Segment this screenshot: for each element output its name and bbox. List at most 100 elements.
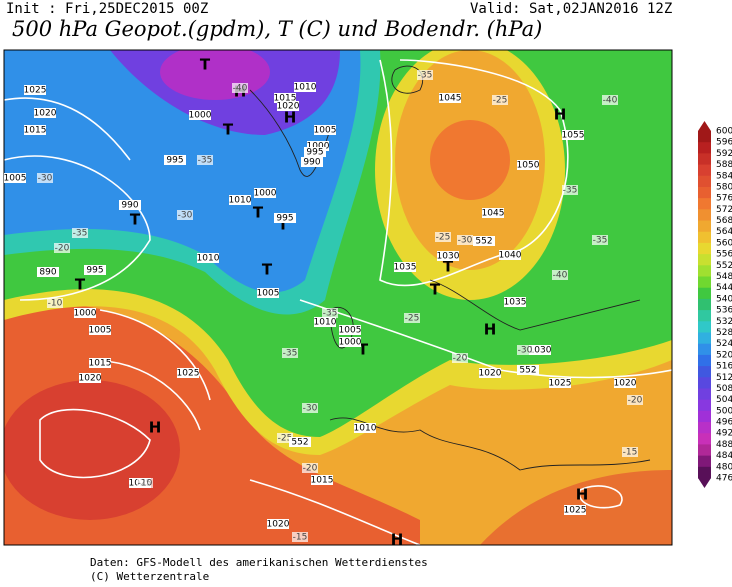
label-box: [322, 308, 338, 318]
scale-label: 476: [716, 474, 732, 484]
label-box: [119, 200, 141, 210]
temperature-label: -30: [518, 346, 533, 356]
pressure-center: T: [200, 56, 211, 74]
isobar-label: 1030: [437, 252, 460, 262]
label-box: [404, 313, 420, 323]
isobar-label: 1025: [24, 86, 47, 96]
label-box: [79, 373, 101, 383]
scale-label: 552: [716, 261, 732, 271]
label-box: [89, 325, 111, 335]
label-box: [549, 378, 571, 388]
pressure-center: T: [75, 276, 86, 294]
label-box: [302, 403, 318, 413]
map-labels: HHHHHHHTTTTTTTTTT10251020101510059908909…: [4, 56, 643, 549]
temperature-label: -15: [623, 448, 638, 458]
temperature-label: -40: [233, 84, 248, 94]
isobar-label: 1020: [277, 102, 300, 112]
init-time: Init : Fri,25DEC2015 00Z: [6, 1, 208, 17]
isobar-label: 1025: [177, 369, 200, 379]
label-box: [34, 108, 56, 118]
scale-label: 500: [716, 406, 732, 416]
isobar-label: 1030: [529, 346, 552, 356]
label-box: [37, 267, 59, 277]
scale-label: 528: [716, 328, 732, 338]
isobar-label: 995: [86, 266, 103, 276]
isobar-label: 995: [166, 156, 183, 166]
label-box: [311, 475, 333, 485]
isobar-label: 1020: [79, 374, 102, 384]
temperature-label: -30: [38, 174, 53, 184]
pressure-center: T: [443, 258, 454, 276]
color-band: [698, 298, 711, 311]
footer-copyright: (C) Wetterzentrale: [90, 570, 209, 583]
scale-label: 576: [716, 194, 732, 204]
isobar-label: 552: [519, 366, 536, 376]
label-box: [277, 101, 299, 111]
color-band: [698, 175, 711, 188]
scale-label: 480: [716, 462, 732, 472]
label-box: [257, 288, 279, 298]
valid-time: Valid: Sat,02JAN2016 12Z: [470, 1, 672, 17]
color-band: [698, 343, 711, 356]
isobar-label: 1005: [257, 289, 280, 299]
isobar-label: 1000: [189, 111, 212, 121]
isobar-label: 1015: [311, 476, 334, 486]
pressure-center: H: [391, 531, 404, 549]
temperature-label: -15: [293, 533, 308, 543]
temperature-label: -25: [278, 434, 293, 444]
color-band: [698, 186, 711, 199]
color-band: [698, 422, 711, 434]
label-box: [552, 270, 568, 280]
label-box: [197, 253, 219, 263]
temperature-label: -40: [603, 96, 618, 106]
isobar-label: 1020: [479, 369, 502, 379]
pressure-center: T: [430, 281, 441, 299]
temperature-label: -35: [593, 236, 608, 246]
label-box: [457, 235, 473, 245]
pressure-center: H: [284, 109, 297, 127]
pressure-center: T: [223, 121, 234, 139]
temperature-label: -10: [138, 479, 153, 489]
color-band: [698, 231, 711, 244]
temperature-label: -20: [453, 354, 468, 364]
scale-label: 492: [716, 429, 732, 439]
isobar-label: 995: [276, 214, 293, 224]
isobar-label: 1010: [314, 318, 337, 328]
label-box: [229, 195, 251, 205]
temperature-label: -35: [323, 309, 338, 319]
isobar-label: 1000: [254, 189, 277, 199]
color-band: [698, 131, 711, 143]
scale-label: 600: [716, 127, 732, 137]
isobar-label: 1015: [274, 94, 297, 104]
label-box: [562, 185, 578, 195]
isobar-label: 1020: [34, 109, 57, 119]
label-box: [394, 262, 416, 272]
label-box: [294, 82, 316, 92]
pressure-center: T: [253, 204, 264, 222]
scale-label: 544: [716, 283, 732, 293]
temperature-label: -30: [303, 404, 318, 414]
label-box: [267, 519, 289, 529]
color-band: [698, 209, 711, 222]
label-box: [499, 250, 521, 260]
isobar-label: 990: [121, 201, 138, 211]
label-box: [232, 83, 248, 93]
label-box: [4, 173, 26, 183]
label-box: [37, 173, 53, 183]
pressure-center: T: [262, 261, 273, 279]
label-box: [339, 325, 361, 335]
scale-label: 536: [716, 306, 732, 316]
label-box: [435, 232, 451, 242]
map: [3, 49, 673, 546]
scale-label: 584: [716, 171, 732, 181]
label-box: [84, 265, 106, 275]
temperature-label: -30: [458, 236, 473, 246]
temperature-label: -35: [198, 156, 213, 166]
label-box: [302, 463, 318, 473]
label-box: [314, 317, 336, 327]
pressure-center: T: [278, 216, 289, 234]
scale-label: 560: [716, 238, 732, 248]
isobar-label: 1025: [549, 379, 572, 389]
label-box: [177, 210, 193, 220]
